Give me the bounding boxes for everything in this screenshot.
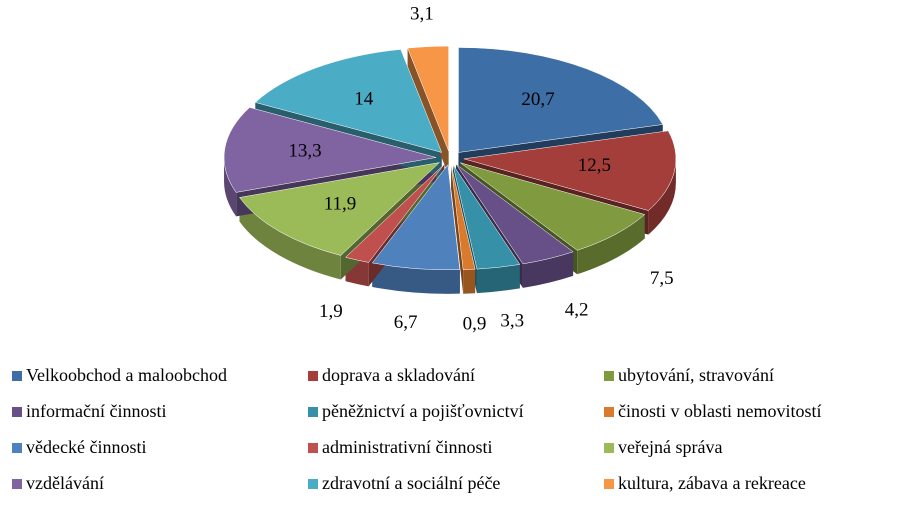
slice [458,47,664,153]
slice-wall [372,262,460,294]
data-label: 20,7 [521,89,554,110]
legend-swatch [308,479,318,489]
legend-label: vědecké činnosti [26,437,146,457]
legend-label: doprava a skladování [322,365,475,385]
legend-swatch [604,479,614,489]
slice [455,164,574,265]
data-label: 12,5 [578,155,611,176]
data-label: 7,5 [650,268,674,289]
slice [452,164,521,270]
slice [254,49,443,153]
slice-wall [648,158,676,235]
legend-label: kultura, zábava a rekreace [618,473,806,493]
slice [460,162,646,251]
legend-swatch [12,443,22,453]
legend-swatch [308,443,318,453]
slice [407,45,449,152]
legend: Velkoobchod a maloobchod doprava a sklado… [12,365,822,493]
slice-wall [522,251,574,288]
legend-swatch [604,371,614,381]
legend-swatch [12,371,22,381]
legend-swatch [604,443,614,453]
legend-label: pěněžnictví a pojišťovnictví [322,401,524,421]
data-label: 6,7 [394,312,418,333]
data-label: 11,9 [324,193,357,214]
slice [450,164,476,270]
legend-label: veřejná správa [618,437,722,457]
slice-wall [577,214,645,275]
slice [239,162,441,256]
slice-tops [223,45,677,271]
data-label: 13,3 [288,141,321,162]
legend-label: informační činnosti [26,401,166,421]
data-label: 14 [354,88,374,109]
slice-edge [407,48,449,176]
legend-label: administrativní činnosti [322,437,492,457]
data-label: 3,1 [410,4,434,25]
slice-edge [451,164,464,294]
legend-swatch [308,371,318,381]
legend-label: činosti v oblasti nemovitostí [618,401,822,421]
legend-label: vzdělávání [26,473,104,493]
legend-label: ubytování, stravování [618,365,774,385]
legend-swatch [12,407,22,417]
legend-swatch [308,407,318,417]
slice [223,107,437,193]
data-label: 0,9 [463,313,487,334]
data-label: 4,2 [565,299,589,320]
legend-label: Velkoobchod a maloobchod [26,365,227,385]
legend-swatch [12,479,22,489]
slice-wall [476,264,520,294]
slice [371,164,461,271]
slice-wall [239,197,341,280]
slice-wall [224,157,237,217]
slice [463,130,677,211]
data-labels: 20,7 12,5 7,5 4,2 3,3 0,9 6,7 1,9 11,9 13,3 14 3,1 [288,4,673,335]
data-label: 3,3 [500,310,524,331]
legend-swatch [604,407,614,417]
data-label: 1,9 [319,301,343,322]
legend-label: zdravotní a sociální péče [322,473,500,493]
slice [345,164,445,263]
slice-wall [463,269,476,294]
